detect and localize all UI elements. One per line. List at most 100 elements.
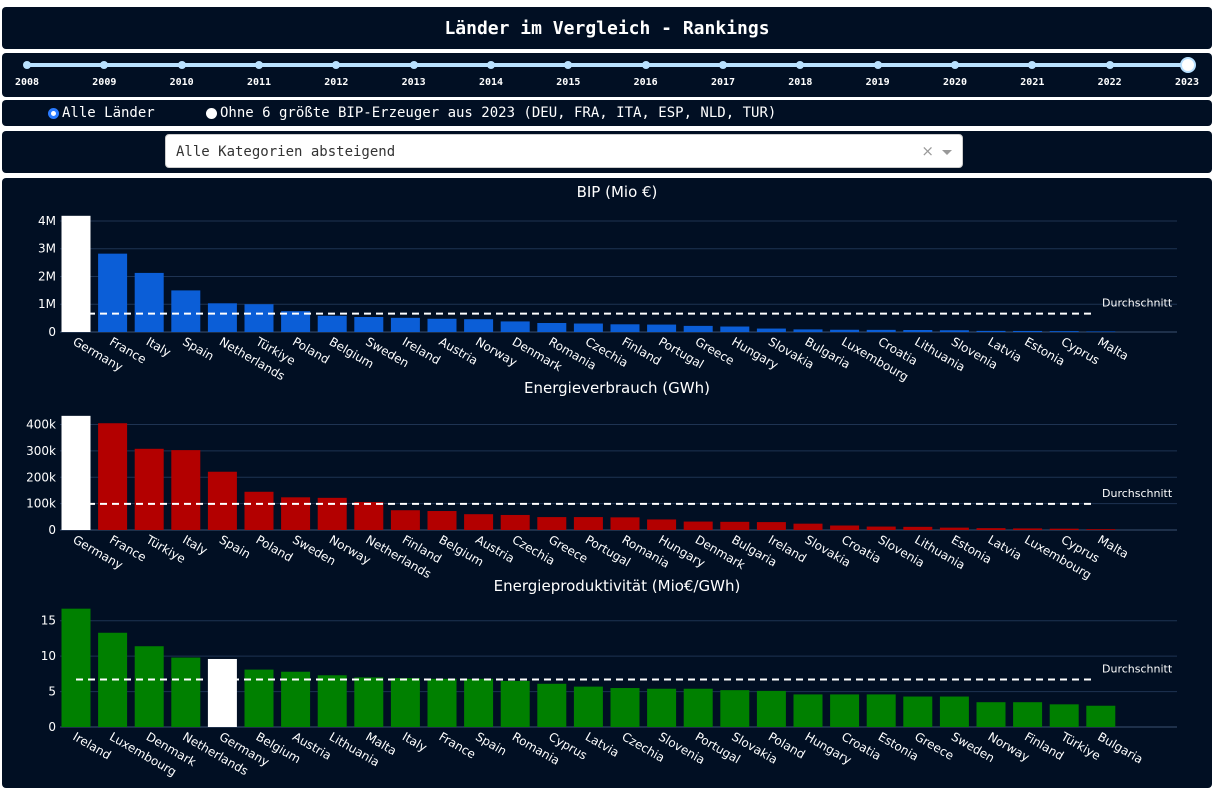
slider-track[interactable] [27, 63, 1188, 67]
radio-label-all: Alle Länder [62, 105, 155, 121]
radio-all-countries[interactable]: Alle Länder [48, 105, 155, 121]
year-label-2009[interactable]: 2009 [92, 77, 117, 88]
x-tick-label-2-23: Greece [912, 729, 956, 762]
clear-icon[interactable]: × [921, 142, 934, 160]
slider-tick-2015[interactable] [564, 61, 573, 69]
x-tick-label-2-28: Bulgaria [1095, 729, 1145, 766]
radio-dot-exclude[interactable] [206, 107, 217, 119]
x-tick-label-2-0: Ireland [71, 729, 114, 762]
bar-1-11 [464, 514, 494, 530]
x-tick-label-0-28: Malta [1095, 334, 1131, 363]
category-dropdown[interactable]: Alle Kategorien absteigend × [165, 134, 963, 168]
year-label-2021[interactable]: 2021 [1020, 77, 1045, 88]
bar-2-24 [939, 696, 969, 727]
bar-2-12 [500, 680, 530, 727]
bar-0-23 [903, 330, 933, 332]
bar-1-18 [720, 521, 750, 530]
y-tick-label-0-1: 1M [38, 297, 56, 311]
chart-title-2: Energieproduktivität (Mio€/GWh) [494, 577, 741, 595]
bar-0-20 [793, 329, 823, 332]
category-dropdown-panel: Alle Kategorien absteigend × [2, 131, 1212, 173]
bar-2-14 [573, 686, 603, 727]
slider-tick-2019[interactable] [873, 61, 882, 69]
slider-tick-2008[interactable] [23, 61, 31, 69]
year-label-2018[interactable]: 2018 [788, 77, 813, 88]
bar-0-27 [1049, 331, 1079, 332]
x-tick-label-2-27: Türkiye [1058, 729, 1103, 763]
bar-1-10 [427, 511, 457, 530]
slider-tick-2017[interactable] [719, 61, 727, 69]
bar-0-2 [134, 272, 164, 332]
slider-tick-2012[interactable] [332, 61, 341, 69]
bar-0-16 [647, 324, 677, 332]
bar-1-14 [573, 517, 603, 530]
bar-0-15 [610, 324, 640, 332]
bar-0-28 [1086, 331, 1116, 332]
year-label-2011[interactable]: 2011 [246, 77, 272, 88]
slider-tick-2022[interactable] [1105, 61, 1114, 69]
bar-1-2 [134, 448, 164, 530]
bar-2-6 [281, 671, 311, 727]
bar-1-0 [61, 415, 91, 530]
x-tick-label-2-14: Latvia [583, 729, 622, 759]
country-filter: Alle Länder Ohne 6 größte BIP-Erzeuger a… [2, 100, 1212, 126]
bar-1-24 [939, 527, 969, 530]
bar-0-9 [390, 317, 420, 332]
bar-1-25 [976, 528, 1006, 530]
year-label-2023[interactable]: 2023 [1174, 77, 1200, 88]
year-label-2012[interactable]: 2012 [324, 77, 349, 88]
year-label-2014[interactable]: 2014 [478, 77, 504, 88]
y-tick-label-2-3: 15 [41, 614, 56, 628]
slider-tick-2014[interactable] [487, 61, 495, 69]
year-label-2017[interactable]: 2017 [710, 77, 736, 88]
dropdown-value: Alle Kategorien absteigend [176, 144, 396, 160]
year-label-2022[interactable]: 2022 [1097, 77, 1122, 88]
bar-2-15 [610, 688, 640, 727]
x-tick-label-0-10: Austria [437, 334, 481, 367]
slider-tick-2010[interactable] [177, 61, 186, 69]
average-label-0: Durchschnitt [1102, 297, 1173, 310]
bar-2-8 [354, 677, 384, 727]
slider-tick-2016[interactable] [641, 61, 650, 69]
bar-1-3 [171, 450, 201, 530]
x-tick-label-0-3: Spain [180, 334, 216, 363]
slider-tick-2018[interactable] [796, 61, 805, 69]
x-tick-label-0-27: Cyprus [1059, 334, 1102, 367]
radio-exclude-top6[interactable]: Ohne 6 größte BIP-Erzeuger aus 2023 (DEU… [206, 105, 776, 121]
bar-1-4 [207, 471, 237, 530]
year-label-2019[interactable]: 2019 [865, 77, 890, 88]
year-label-2013[interactable]: 2013 [401, 77, 426, 88]
bar-1-28 [1086, 529, 1116, 530]
bar-2-10 [427, 678, 457, 727]
bar-1-5 [244, 491, 274, 530]
slider-tick-2009[interactable] [100, 61, 109, 69]
year-label-2015[interactable]: 2015 [556, 77, 581, 88]
radio-dot-all[interactable] [48, 107, 59, 119]
bar-2-0 [61, 608, 91, 727]
chevron-down-icon[interactable] [942, 150, 952, 155]
slider-tick-2013[interactable] [409, 61, 418, 69]
year-label-2008[interactable]: 2008 [14, 77, 40, 88]
bar-0-25 [976, 330, 1006, 332]
year-label-2010[interactable]: 2010 [169, 77, 194, 88]
bar-1-12 [500, 514, 530, 530]
slider-tick-2020[interactable] [951, 61, 959, 69]
year-label-2020[interactable]: 2020 [942, 77, 968, 88]
year-slider[interactable]: 2008 2009 2010 2011 2012 2013 2014 2015 2016 2017… [2, 53, 1212, 97]
bar-1-26 [1013, 528, 1043, 530]
slider-tick-2021[interactable] [1028, 61, 1037, 69]
bar-2-7 [317, 675, 347, 727]
slider-tick-2023[interactable] [1180, 57, 1196, 73]
slider-tick-2011[interactable] [255, 61, 263, 69]
bar-2-22 [866, 694, 896, 727]
year-label-2016[interactable]: 2016 [633, 77, 658, 88]
bar-1-16 [647, 519, 677, 530]
bar-2-9 [390, 678, 420, 727]
bar-2-23 [903, 696, 933, 727]
x-tick-label-1-2: Türkiye [143, 532, 188, 566]
x-tick-label-2-26: Finland [1022, 729, 1066, 763]
bar-1-9 [390, 510, 420, 530]
bar-0-6 [281, 311, 311, 332]
bar-1-6 [281, 497, 311, 530]
y-tick-label-2-1: 5 [48, 685, 56, 699]
